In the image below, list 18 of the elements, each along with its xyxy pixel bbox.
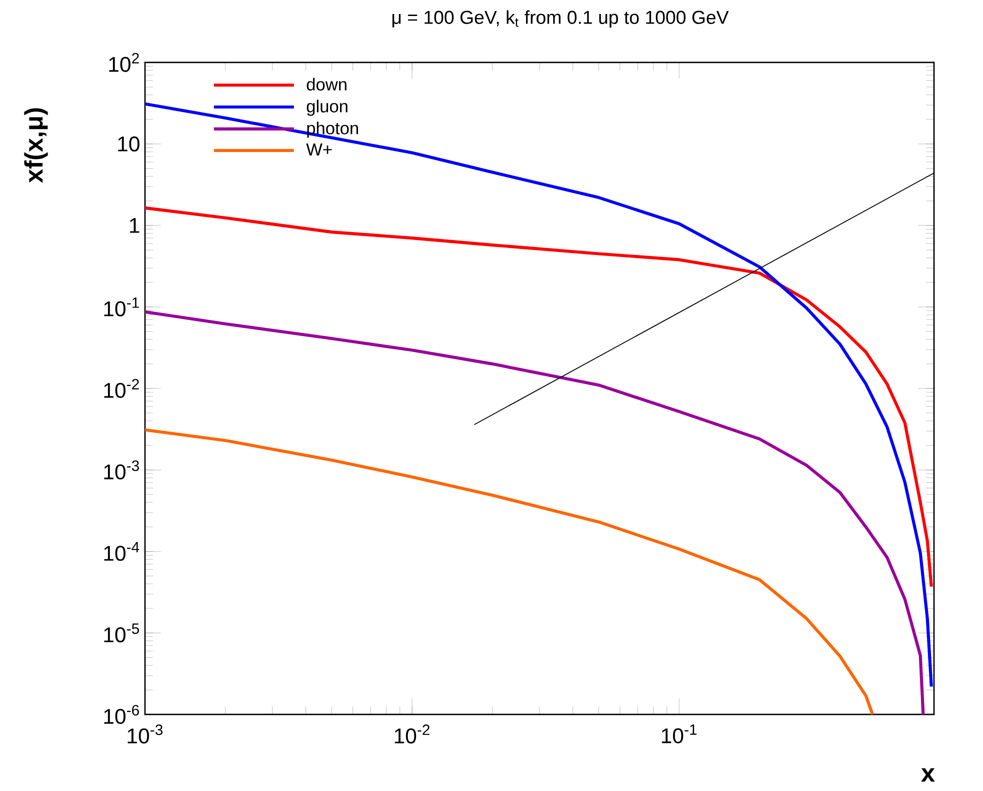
y-tick-label: 10$^{-2}$ bbox=[104, 378, 139, 398]
y-tick-label: 10$^{-5}$ bbox=[104, 624, 139, 642]
y-tick-label: 10$^{-4}$ bbox=[104, 542, 140, 561]
x-tick-label: 10$^{-2}$ bbox=[394, 724, 430, 744]
legend-label: W+ bbox=[306, 144, 332, 156]
y-tick-label: 10$^{2}$ bbox=[109, 52, 139, 72]
y-tick-label: 1 bbox=[130, 218, 140, 233]
y-tick-label: 10$^{-6}$ bbox=[104, 704, 139, 724]
y-tick-label: 10$^{-3}$ bbox=[104, 460, 139, 480]
legend-label: gluon bbox=[306, 100, 348, 116]
y-tick-label: 10$^{-1}$ bbox=[104, 298, 139, 316]
x-axis-title: x bbox=[921, 768, 935, 782]
legend-label: photon bbox=[307, 122, 358, 138]
x-tick-label: 10$^{-1}$ bbox=[662, 724, 697, 744]
chart-title: μ = 100 GeV, k$_{t}$ from 0.1 up to 1000 GeV bbox=[392, 10, 729, 28]
y-tick-label: 10 bbox=[118, 136, 140, 152]
y-axis-title: xf(x,μ) bbox=[24, 108, 48, 183]
legend-label: down bbox=[306, 78, 346, 91]
